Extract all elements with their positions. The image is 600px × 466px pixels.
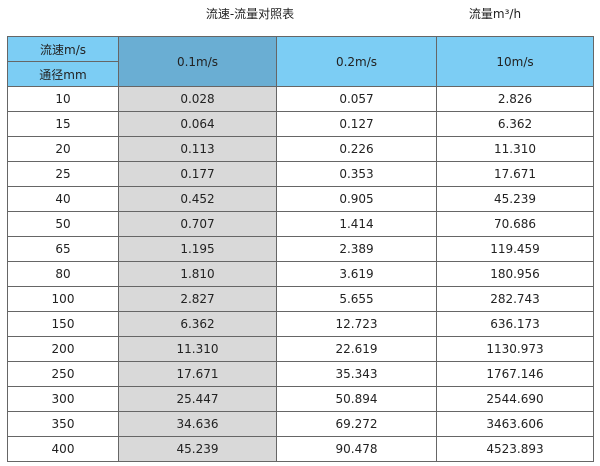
flow-0-1-cell: 1.810 [118, 261, 277, 287]
flow-0-1-cell: 0.177 [118, 161, 277, 187]
flow-10-cell: 119.459 [436, 236, 594, 262]
diameter-cell: 25 [7, 161, 119, 187]
diameter-cell: 65 [7, 236, 119, 262]
flow-10-cell: 3463.606 [436, 411, 594, 437]
flow-0-1-cell: 6.362 [118, 311, 277, 337]
flow-0-1-cell: 25.447 [118, 386, 277, 412]
flow-0-2-cell: 0.905 [276, 186, 437, 212]
flow-10-cell: 6.362 [436, 111, 594, 137]
flow-10-cell: 2544.690 [436, 386, 594, 412]
flow-0-2-cell: 5.655 [276, 286, 437, 312]
flow-0-2-cell: 0.353 [276, 161, 437, 187]
velocity-flow-table: 流速m/s 0.1m/s 0.2m/s 10m/s 通径mm 10 0.028 0.… [7, 36, 594, 462]
flow-0-2-cell: 0.226 [276, 136, 437, 162]
flow-0-1-cell: 17.671 [118, 361, 277, 387]
flow-unit-label: 流量m³/h [468, 7, 522, 21]
diameter-cell: 10 [7, 86, 119, 112]
diameter-cell: 40 [7, 186, 119, 212]
header-row-2: 通径mm [7, 61, 594, 87]
table-row: 400 45.239 90.478 4523.893 [7, 436, 594, 462]
table-row: 250 17.671 35.343 1767.146 [7, 361, 594, 387]
table-row: 20 0.113 0.226 11.310 [7, 136, 594, 162]
diameter-cell: 15 [7, 111, 119, 137]
flow-0-1-cell: 45.239 [118, 436, 277, 462]
flow-10-cell: 1767.146 [436, 361, 594, 387]
flow-0-2-cell: 1.414 [276, 211, 437, 237]
flow-0-1-cell: 1.195 [118, 236, 277, 262]
table-row: 200 11.310 22.619 1130.973 [7, 336, 594, 362]
table-row: 80 1.810 3.619 180.956 [7, 261, 594, 287]
table-row: 65 1.195 2.389 119.459 [7, 236, 594, 262]
flow-10-cell: 17.671 [436, 161, 594, 187]
flow-0-1-cell: 11.310 [118, 336, 277, 362]
column-header-0-1[interactable]: 0.1m/s [118, 36, 277, 87]
column-header-10[interactable]: 10m/s [436, 36, 594, 87]
column-header-0-2[interactable]: 0.2m/s [276, 36, 437, 87]
flow-10-cell: 11.310 [436, 136, 594, 162]
flow-0-2-cell: 35.343 [276, 361, 437, 387]
table-row: 300 25.447 50.894 2544.690 [7, 386, 594, 412]
flow-0-2-cell: 22.619 [276, 336, 437, 362]
flow-0-1-cell: 2.827 [118, 286, 277, 312]
flow-0-2-cell: 69.272 [276, 411, 437, 437]
flow-0-1-cell: 0.064 [118, 111, 277, 137]
flow-0-2-cell: 2.389 [276, 236, 437, 262]
flow-10-cell: 282.743 [436, 286, 594, 312]
header-row: 流速m/s 0.1m/s 0.2m/s 10m/s [7, 36, 594, 87]
flow-0-1-cell: 0.707 [118, 211, 277, 237]
flow-0-2-cell: 0.057 [276, 86, 437, 112]
diameter-cell: 20 [7, 136, 119, 162]
flow-0-2-cell: 0.127 [276, 111, 437, 137]
flow-0-2-cell: 50.894 [276, 386, 437, 412]
table-row: 150 6.362 12.723 636.173 [7, 311, 594, 337]
flow-0-1-cell: 34.636 [118, 411, 277, 437]
table-row: 40 0.452 0.905 45.239 [7, 186, 594, 212]
flow-10-cell: 180.956 [436, 261, 594, 287]
flow-0-2-cell: 90.478 [276, 436, 437, 462]
table-title: 流速-流量对照表 [205, 7, 295, 21]
table-row: 350 34.636 69.272 3463.606 [7, 411, 594, 437]
diameter-cell: 400 [7, 436, 119, 462]
table-row: 100 2.827 5.655 282.743 [7, 286, 594, 312]
diameter-cell: 50 [7, 211, 119, 237]
diameter-cell: 250 [7, 361, 119, 387]
flow-10-cell: 636.173 [436, 311, 594, 337]
flow-10-cell: 1130.973 [436, 336, 594, 362]
flow-10-cell: 70.686 [436, 211, 594, 237]
table-row: 25 0.177 0.353 17.671 [7, 161, 594, 187]
flow-0-1-cell: 0.028 [118, 86, 277, 112]
diameter-cell: 100 [7, 286, 119, 312]
flow-0-1-cell: 0.452 [118, 186, 277, 212]
flow-0-2-cell: 12.723 [276, 311, 437, 337]
diameter-cell: 350 [7, 411, 119, 437]
flow-10-cell: 4523.893 [436, 436, 594, 462]
diameter-cell: 80 [7, 261, 119, 287]
diameter-header: 通径mm [7, 61, 119, 87]
flow-0-1-cell: 0.113 [118, 136, 277, 162]
flow-10-cell: 45.239 [436, 186, 594, 212]
diameter-cell: 200 [7, 336, 119, 362]
diameter-cell: 300 [7, 386, 119, 412]
velocity-header: 流速m/s [7, 36, 119, 62]
table-row: 50 0.707 1.414 70.686 [7, 211, 594, 237]
table-row: 10 0.028 0.057 2.826 [7, 86, 594, 112]
flow-0-2-cell: 3.619 [276, 261, 437, 287]
table-row: 15 0.064 0.127 6.362 [7, 111, 594, 137]
flow-10-cell: 2.826 [436, 86, 594, 112]
diameter-cell: 150 [7, 311, 119, 337]
